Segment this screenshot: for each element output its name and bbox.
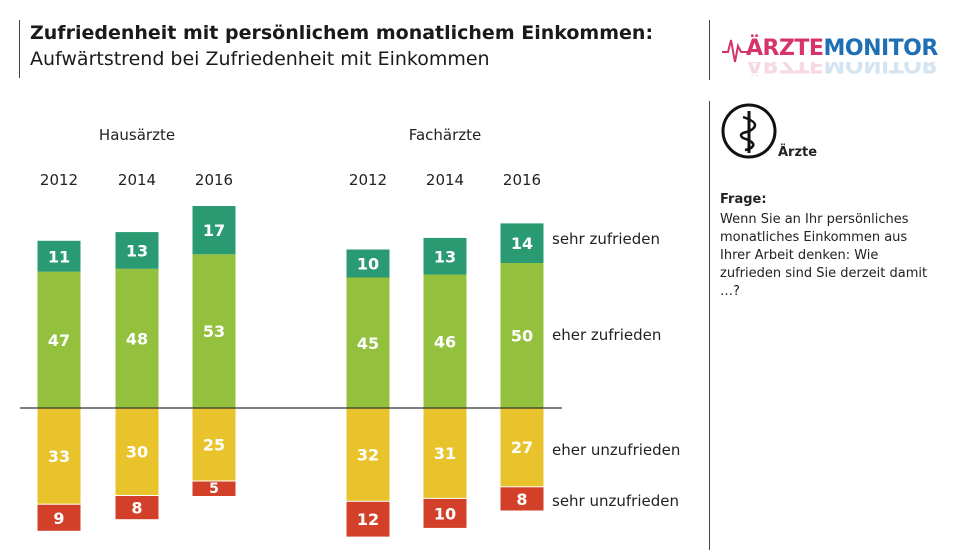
bar-eher-unzufrieden-1-2 <box>500 408 544 487</box>
year-label-1-0: 2012 <box>349 171 387 189</box>
label-sehr-zufrieden-1-1: 13 <box>434 247 456 266</box>
bar-eher-zufrieden-0-2 <box>192 254 236 408</box>
bar-eher-unzufrieden-0-2 <box>192 408 236 481</box>
aesculapian-staff-icon <box>721 103 777 159</box>
bar-eher-zufrieden-1-0 <box>346 277 390 408</box>
question-title: Frage: <box>720 192 767 207</box>
label-sehr-unzufrieden-1-2: 8 <box>516 490 527 509</box>
page-title: Zufriedenheit mit persönlichem monatlich… <box>30 22 654 44</box>
bar-sehr-zufrieden-1-0 <box>346 249 390 278</box>
label-eher-zufrieden-0-1: 48 <box>126 329 148 348</box>
label-eher-unzufrieden-0-1: 30 <box>126 443 148 462</box>
label-eher-zufrieden-1-1: 46 <box>434 332 456 351</box>
bar-eher-zufrieden-1-1 <box>423 274 467 408</box>
bar-sehr-unzufrieden-1-2 <box>500 487 544 511</box>
label-eher-unzufrieden-1-1: 31 <box>434 444 456 463</box>
label-sehr-zufrieden-0-2: 17 <box>203 221 225 240</box>
logo-reflection: ÄRZTEMONITOR <box>746 62 938 76</box>
title-divider <box>19 20 20 78</box>
label-sehr-zufrieden-0-1: 13 <box>126 241 148 260</box>
year-label-1-1: 2014 <box>426 171 464 189</box>
page-subtitle: Aufwärtstrend bei Zufriedenheit mit Eink… <box>30 48 490 70</box>
year-label-0-2: 2016 <box>195 171 233 189</box>
legend-eher-unzufrieden: eher unzufrieden <box>552 441 680 459</box>
label-sehr-zufrieden-1-0: 10 <box>357 255 379 274</box>
label-sehr-zufrieden-0-0: 11 <box>48 247 70 266</box>
group-label-0: Hausärzte <box>99 126 175 144</box>
group-label-1: Fachärzte <box>409 126 482 144</box>
legend-eher-zufrieden: eher zufrieden <box>552 326 661 344</box>
bar-sehr-zufrieden-1-2 <box>500 223 544 263</box>
label-sehr-unzufrieden-0-1: 8 <box>131 499 142 518</box>
label-eher-zufrieden-0-2: 53 <box>203 322 225 341</box>
panel-divider <box>709 101 710 550</box>
heartbeat-icon <box>722 39 748 63</box>
label-eher-unzufrieden-1-2: 27 <box>511 438 533 457</box>
label-eher-zufrieden-0-0: 47 <box>48 331 70 350</box>
label-eher-zufrieden-1-0: 45 <box>357 334 379 353</box>
bar-eher-zufrieden-1-2 <box>500 263 544 408</box>
bar-eher-zufrieden-0-0 <box>37 271 81 408</box>
bar-sehr-zufrieden-0-2 <box>192 206 236 255</box>
year-label-0-1: 2014 <box>118 171 156 189</box>
question-text: Wenn Sie an Ihr persönliches monatliches… <box>720 212 928 299</box>
logo-divider <box>709 20 710 80</box>
bar-eher-unzufrieden-1-0 <box>346 408 390 501</box>
bar-sehr-unzufrieden-0-1 <box>115 496 159 520</box>
bar-sehr-unzufrieden-0-2 <box>192 481 236 496</box>
label-eher-unzufrieden-0-0: 33 <box>48 447 70 466</box>
satisfaction-chart: Hausärzte 2012 47 11 33 9 2014 48 13 30 8 2016 53 17 2… <box>20 126 680 537</box>
label-sehr-unzufrieden-0-0: 9 <box>53 509 64 528</box>
label-eher-unzufrieden-0-2: 25 <box>203 435 225 454</box>
logo-text: ÄRZTEMONITOR <box>746 36 938 61</box>
bar-sehr-unzufrieden-0-0 <box>37 504 81 531</box>
label-sehr-unzufrieden-1-0: 12 <box>357 510 379 529</box>
year-label-0-0: 2012 <box>40 171 78 189</box>
label-sehr-zufrieden-1-2: 14 <box>511 234 533 253</box>
label-sehr-unzufrieden-1-1: 10 <box>434 504 456 523</box>
bar-sehr-zufrieden-1-1 <box>423 237 467 275</box>
bar-sehr-zufrieden-0-1 <box>115 232 159 269</box>
bar-sehr-zufrieden-0-0 <box>37 240 81 272</box>
year-label-1-2: 2016 <box>503 171 541 189</box>
bar-eher-zufrieden-0-1 <box>115 268 159 408</box>
legend-sehr-unzufrieden: sehr unzufrieden <box>552 492 679 510</box>
bar-eher-unzufrieden-0-0 <box>37 408 81 504</box>
label-sehr-unzufrieden-0-2: 5 <box>209 481 219 497</box>
doctors-badge-label: Ärzte <box>778 145 818 160</box>
bar-sehr-unzufrieden-1-1 <box>423 498 467 528</box>
bar-sehr-unzufrieden-1-0 <box>346 501 390 537</box>
legend-sehr-zufrieden: sehr zufrieden <box>552 230 660 248</box>
label-eher-unzufrieden-1-0: 32 <box>357 445 379 464</box>
bar-eher-unzufrieden-1-1 <box>423 408 467 498</box>
label-eher-zufrieden-1-2: 50 <box>511 327 533 346</box>
bar-eher-unzufrieden-0-1 <box>115 408 159 495</box>
